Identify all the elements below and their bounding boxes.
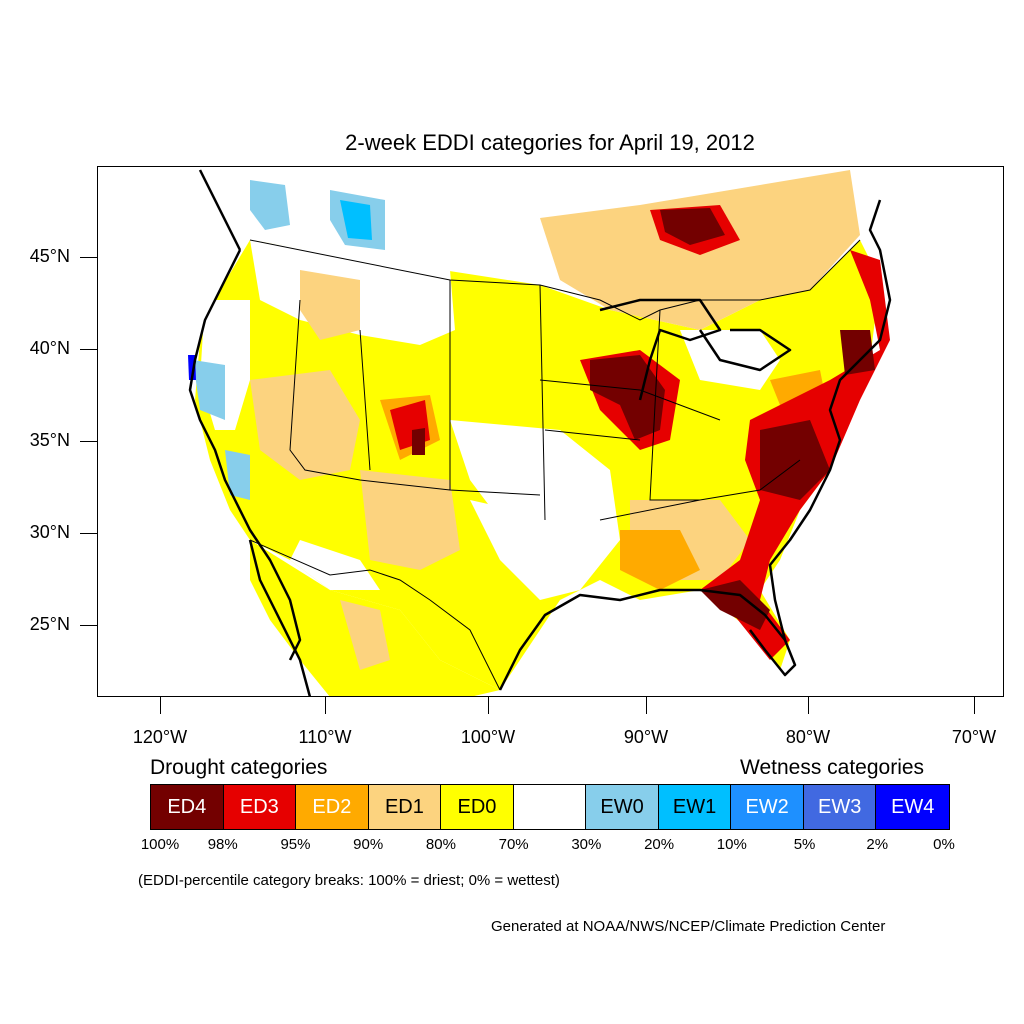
lon-tick-70: [974, 697, 975, 714]
lon-tick-110: [325, 697, 326, 714]
legend-cell-ew1: EW1: [658, 785, 732, 829]
legend-cell-ew2: EW2: [731, 785, 804, 829]
percentile-label: 20%: [644, 836, 675, 853]
eddi-map: [97, 166, 1004, 697]
lon-label-110: 110°W: [298, 727, 352, 747]
ew0-pacific-northwest: [250, 180, 290, 230]
us-mexico-border: [249, 539, 501, 691]
lon-tick-90: [646, 697, 647, 714]
baja-coastline: [248, 539, 312, 697]
lat-label-35: 35°N: [29, 430, 70, 450]
pacific-coastline: [188, 249, 302, 661]
legend-cell-ed2: ED2: [296, 785, 369, 829]
legend-cell-ed1: ED1: [368, 785, 442, 829]
lat-label-45: 45°N: [29, 246, 70, 266]
canada-coastline: [198, 169, 242, 251]
ed4-colorado: [412, 428, 425, 455]
atlantic-coastline: [768, 199, 892, 641]
lon-label-90: 90°W: [623, 727, 669, 747]
ed1-new-mexico: [360, 470, 460, 570]
lat-tick-35: [80, 441, 97, 442]
ed1-great-basin: [250, 370, 360, 480]
lat-tick-45: [80, 257, 97, 258]
lat-label-25: 25°N: [29, 614, 70, 634]
percentile-label: 2%: [866, 836, 889, 853]
ed1-mexico: [340, 600, 390, 670]
percentile-label: 0%: [933, 836, 955, 853]
lon-label-70: 70°W: [951, 727, 997, 747]
us-canada-border: [249, 239, 861, 321]
lon-label-100: 100°W: [460, 727, 516, 747]
state-line-west: [289, 299, 541, 496]
great-lakes-outline: [599, 298, 792, 401]
legend-cell-normal: [513, 785, 587, 829]
category-legend: ED4 ED3 ED2 ED1 ED0 EW0 EW1 EW2 EW3 EW4: [150, 784, 950, 830]
map-outlines: [249, 239, 861, 691]
lat-tick-30: [80, 533, 97, 534]
percentile-label: 100%: [140, 836, 180, 853]
ew0-california: [193, 360, 225, 420]
legend-cell-ew3: EW3: [803, 785, 877, 829]
ed2-southeast: [620, 530, 700, 590]
lon-tick-80: [808, 697, 809, 714]
legend-cell-ew4: EW4: [876, 785, 950, 829]
percentile-label: 30%: [571, 836, 602, 853]
normal-southwest: [290, 540, 380, 590]
coastlines: [188, 169, 892, 697]
state-line-central: [359, 280, 546, 521]
lon-tick-100: [488, 697, 489, 714]
legend-cell-ew0: EW0: [586, 785, 659, 829]
lat-tick-25: [80, 625, 97, 626]
lat-label-40: 40°N: [29, 338, 70, 358]
ew1-montana: [340, 200, 372, 240]
percentile-label: 95%: [280, 836, 311, 853]
ed4-carolinas: [760, 420, 830, 500]
lon-label-120: 120°W: [132, 727, 188, 747]
ed4-lake-superior: [660, 208, 725, 245]
lon-tick-120: [160, 697, 161, 714]
map-title: 2-week EDDI categories for April 19, 201…: [345, 130, 755, 155]
percentile-label: 70%: [498, 836, 529, 853]
wetness-categories-heading: Wetness categories: [740, 756, 925, 779]
legend-cell-ed3: ED3: [223, 785, 297, 829]
percentile-label: 98%: [207, 836, 238, 853]
drought-categories-heading: Drought categories: [150, 756, 328, 779]
percentile-label: 80%: [425, 836, 456, 853]
state-line-mid: [539, 379, 721, 521]
percentile-label: 10%: [716, 836, 747, 853]
normal-great-lakes: [680, 330, 780, 390]
category-breaks-note: (EDDI-percentile category breaks: 100% =…: [138, 872, 560, 889]
credit-line: Generated at NOAA/NWS/NCEP/Climate Predi…: [491, 918, 886, 935]
ew0-southwest: [225, 450, 250, 500]
lon-label-80: 80°W: [785, 727, 831, 747]
normal-tx-coast: [470, 500, 580, 600]
percentile-label: 90%: [353, 836, 384, 853]
ed1-northern-rockies: [300, 270, 360, 340]
normal-central: [450, 420, 620, 590]
legend-cell-ed4: ED4: [151, 785, 224, 829]
gulf-coastline: [498, 588, 797, 691]
lat-tick-40: [80, 349, 97, 350]
percentile-label: 5%: [793, 836, 816, 853]
ed4-northeast: [840, 330, 875, 375]
lat-label-30: 30°N: [29, 522, 70, 542]
legend-cell-ed0: ED0: [441, 785, 514, 829]
